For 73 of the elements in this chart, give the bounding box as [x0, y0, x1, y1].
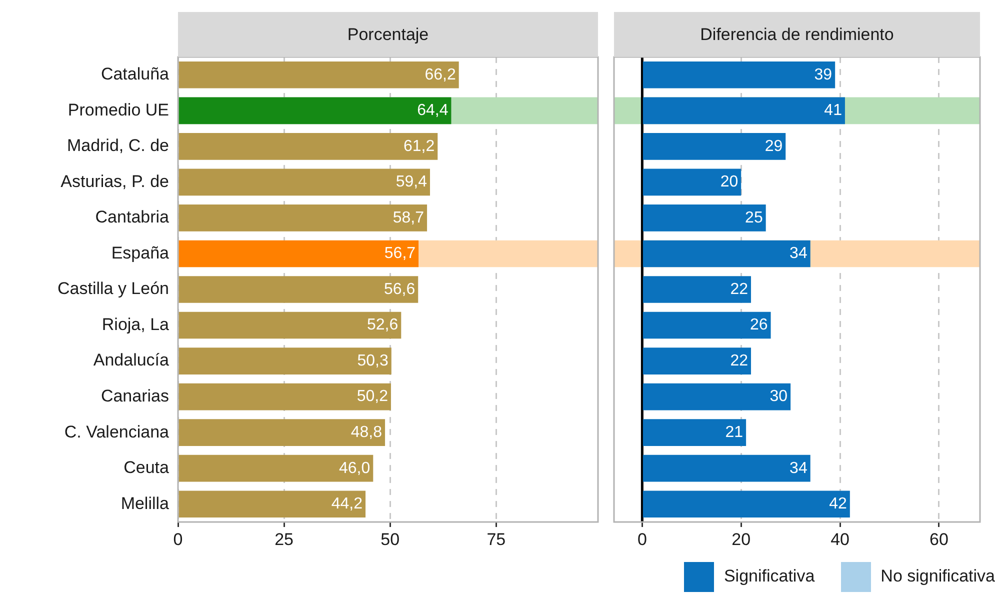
bar	[642, 133, 786, 160]
bar	[642, 454, 810, 482]
bar	[642, 419, 746, 446]
y-tick-label: Melilla	[120, 494, 170, 513]
data-label: 25	[745, 209, 763, 226]
bar	[642, 312, 771, 339]
x-tick-label: 50	[380, 530, 400, 549]
chart-title: Porcentaje	[178, 12, 598, 57]
bar	[178, 61, 459, 88]
y-tick-label: Andalucía	[93, 350, 170, 370]
y-tick-label: Canarias	[100, 386, 169, 406]
bar	[642, 348, 752, 374]
data-label: 29	[764, 138, 783, 155]
legend-label: Significativa	[724, 566, 815, 586]
data-label: 64,4	[417, 102, 448, 120]
y-tick-label: Rioja, La	[102, 314, 170, 334]
data-label: 48,8	[350, 424, 382, 441]
bar	[642, 204, 766, 232]
bar	[642, 168, 742, 196]
data-label: 50,2	[356, 388, 388, 406]
x-tick-label: 25	[274, 530, 294, 549]
data-label: 39	[814, 66, 832, 84]
bar	[642, 383, 791, 410]
data-label: 34	[790, 460, 808, 477]
bar	[642, 61, 836, 88]
bar	[642, 490, 850, 518]
bar	[178, 419, 386, 446]
bar	[178, 168, 430, 196]
y-tick-label: Promedio UE	[68, 100, 169, 120]
data-label: 22	[730, 352, 748, 370]
bar	[178, 276, 418, 303]
x-tick-label: 0	[637, 530, 647, 549]
y-tick-label: Ceuta	[124, 458, 170, 478]
bar	[178, 454, 374, 482]
bar	[178, 204, 428, 232]
x-tick-label: 0	[173, 530, 183, 549]
data-label: 21	[725, 424, 744, 441]
data-label: 66,2	[424, 66, 456, 84]
x-tick-label: 60	[929, 530, 948, 549]
data-label: 34	[790, 245, 808, 262]
y-tick-label: C. Valenciana	[64, 422, 170, 442]
data-label: 61,2	[403, 138, 435, 155]
data-label: 20	[720, 174, 738, 191]
x-tick-label: 75	[486, 530, 506, 549]
chart-title: Diferencia de rendimiento	[614, 12, 980, 57]
data-label: 58,7	[392, 209, 424, 226]
bar	[178, 133, 438, 160]
bar	[642, 276, 752, 303]
data-label: 59,4	[396, 174, 428, 191]
y-tick-label: Madrid, C. de	[66, 136, 169, 156]
data-label: 26	[750, 316, 768, 334]
legend-label: No significativa	[880, 566, 995, 586]
data-label: 41	[824, 102, 842, 120]
data-label: 46,0	[339, 460, 370, 477]
bar	[178, 312, 402, 339]
data-label: 30	[770, 388, 788, 406]
bar	[178, 383, 391, 410]
y-tick-label: Asturias, P. de	[60, 172, 169, 191]
x-tick-label: 40	[830, 530, 850, 549]
y-tick-label: Castilla y León	[57, 279, 169, 298]
data-label: 44,2	[331, 496, 363, 513]
data-label: 52,6	[367, 316, 398, 334]
data-label: 22	[730, 280, 748, 298]
y-tick-label: Cantabria	[95, 208, 170, 227]
y-tick-label: Cataluña	[100, 64, 170, 84]
data-label: 56,7	[384, 245, 416, 262]
y-tick-label: España	[111, 243, 170, 262]
data-label: 42	[829, 496, 848, 513]
bar	[178, 348, 392, 374]
x-tick-label: 20	[732, 530, 751, 549]
bar	[178, 490, 366, 518]
data-label: 50,3	[357, 352, 388, 370]
data-label: 56,6	[384, 280, 416, 298]
